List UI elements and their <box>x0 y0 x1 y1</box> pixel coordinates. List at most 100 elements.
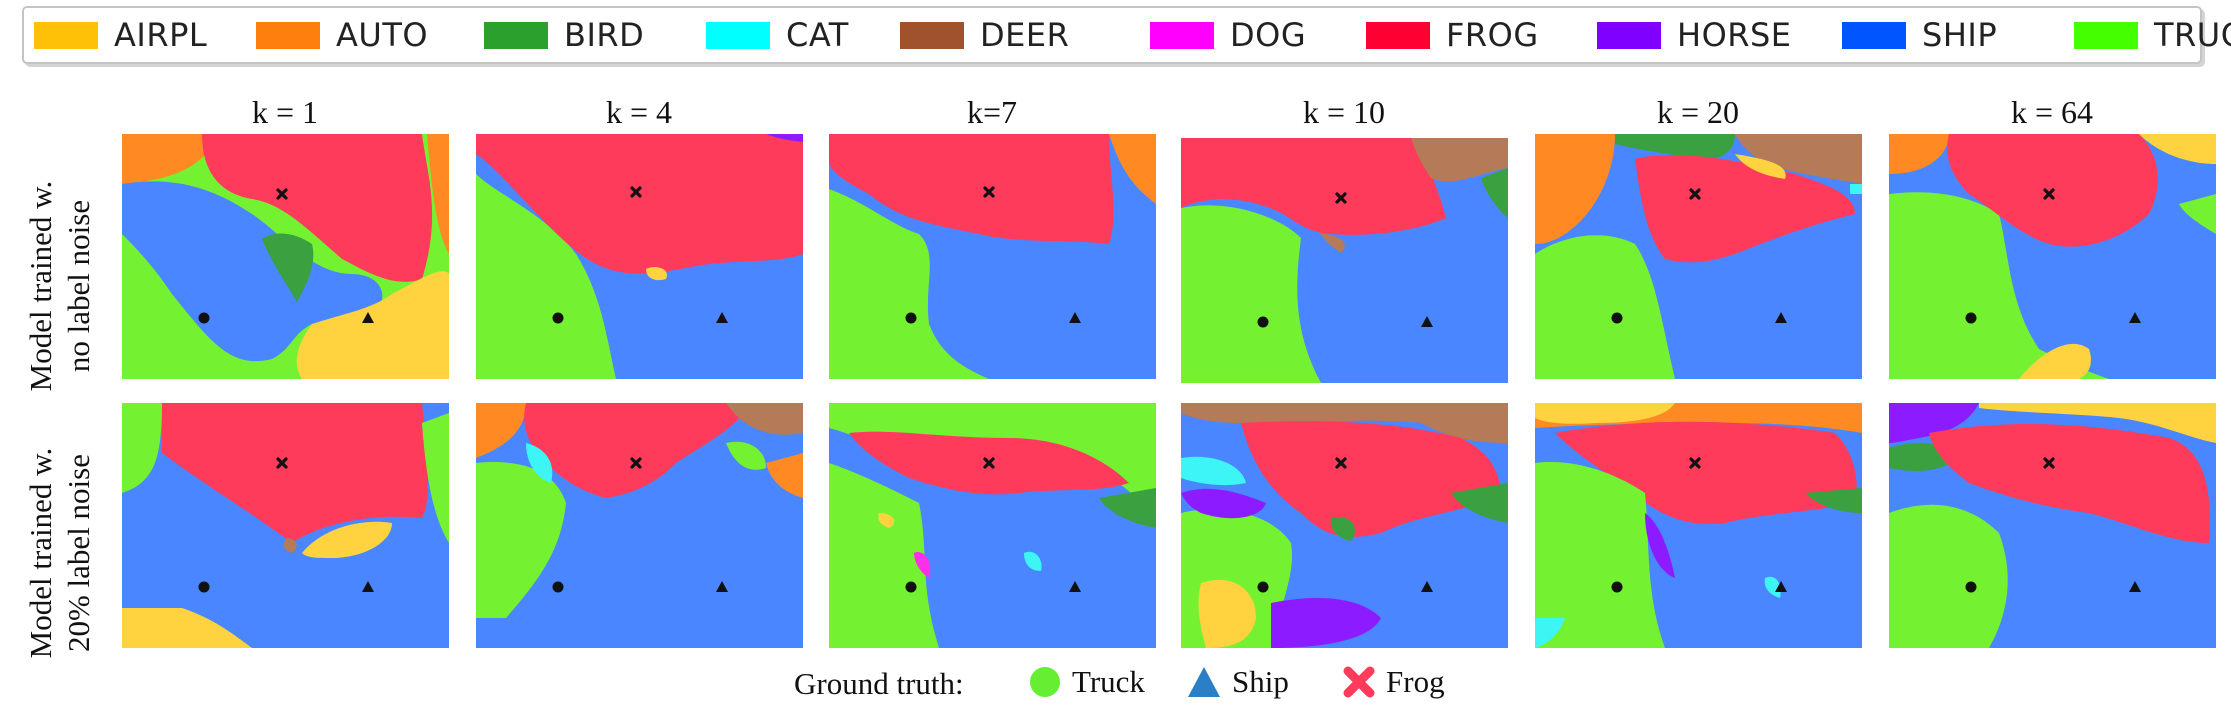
region-truck <box>1535 235 1675 379</box>
region-truck <box>829 463 939 648</box>
column-title: k = 20 <box>1656 94 1740 130</box>
legend-swatch <box>2074 21 2138 49</box>
frog-marker <box>2043 457 2055 469</box>
truck-marker <box>905 581 917 593</box>
frog-marker <box>1689 457 1701 469</box>
region-frog <box>162 403 428 543</box>
region-deer <box>726 403 803 435</box>
region-frog <box>202 134 433 282</box>
legend-swatch <box>706 21 770 49</box>
region-auto <box>1889 134 1949 174</box>
ground-truth-frog-label: Frog <box>1386 664 1445 699</box>
region-auto <box>1109 134 1156 204</box>
ground-truth-ship-label: Ship <box>1232 664 1289 699</box>
ground-truth-truck: Truck <box>1028 664 1145 700</box>
legend-item-ship: SHIP <box>1842 8 1997 62</box>
region-deer <box>1321 233 1345 253</box>
region-horse <box>766 134 803 142</box>
frog-marker <box>983 186 995 198</box>
frog-marker <box>276 457 288 469</box>
region-truck <box>2179 194 2216 234</box>
row-label-no-noise: Model trained w. no label noise <box>22 166 98 406</box>
region-cat <box>526 443 553 483</box>
region-bird <box>1451 483 1508 523</box>
legend-label: TRUCK <box>2154 16 2231 54</box>
column-title: k = 10 <box>1302 94 1386 130</box>
region-truck <box>829 403 1156 513</box>
region-frog <box>476 134 803 274</box>
ship-marker <box>1421 581 1433 592</box>
legend-item-auto: AUTO <box>256 8 428 62</box>
decision-region-panel <box>1535 403 1862 648</box>
region-frog <box>829 134 1114 244</box>
legend-item-bird: BIRD <box>484 8 644 62</box>
region-truck <box>422 413 449 543</box>
region-truck <box>1889 504 2008 648</box>
legend-swatch <box>1366 21 1430 49</box>
ship-marker <box>362 312 374 323</box>
legend-swatch <box>34 21 98 49</box>
ship-marker <box>1069 312 1081 323</box>
region-auto <box>427 134 449 254</box>
triangle-marker-icon <box>1188 667 1220 697</box>
region-truck <box>476 462 566 618</box>
decision-region-panel <box>829 403 1156 648</box>
frog-marker <box>1335 457 1347 469</box>
legend-item-airpl: AIRPL <box>34 8 207 62</box>
region-frog <box>1181 138 1446 235</box>
region-truck <box>829 189 989 379</box>
region-auto <box>122 134 222 184</box>
region-horse <box>1889 403 1979 443</box>
row-label-line2: 20% label noise <box>61 454 96 653</box>
legend-swatch <box>484 21 548 49</box>
region-deer <box>283 538 297 553</box>
region-deer <box>1735 134 1862 184</box>
ship-marker <box>1069 581 1081 592</box>
decision-region-map <box>122 403 449 648</box>
region-auto <box>476 403 526 458</box>
decision-region-map <box>1889 134 2216 379</box>
frog-marker <box>1335 192 1347 204</box>
row-label-line2: no label noise <box>61 199 96 373</box>
frog-marker <box>2043 188 2055 200</box>
decision-region-map <box>1181 138 1508 383</box>
ship-marker <box>1775 312 1787 323</box>
truck-marker <box>198 312 210 324</box>
region-airpl <box>1198 579 1256 648</box>
column-title: k = 64 <box>2010 94 2094 130</box>
region-airpl <box>2179 403 2216 428</box>
legend-label: DEER <box>980 16 1070 54</box>
ship-marker <box>716 581 728 592</box>
region-truck <box>122 403 162 493</box>
legend-label: SHIP <box>1922 16 1998 54</box>
region-cat <box>1024 551 1042 571</box>
legend-swatch <box>1150 21 1214 49</box>
decision-region-panel <box>1889 134 2216 379</box>
region-airpl <box>1735 154 1786 179</box>
region-airpl <box>2019 343 2091 379</box>
legend-item-horse: HORSE <box>1597 8 1792 62</box>
decision-region-panel <box>122 403 449 648</box>
truck-marker <box>1611 581 1623 593</box>
region-deer <box>1181 403 1508 443</box>
region-airpl <box>302 521 392 558</box>
region-horse <box>1271 598 1381 648</box>
frog-marker <box>1689 188 1701 200</box>
decision-region-panel <box>1181 403 1508 648</box>
region-airpl <box>1535 403 1675 424</box>
region-airpl <box>1979 403 2216 443</box>
legend-swatch <box>1842 21 1906 49</box>
truck-marker <box>905 312 917 324</box>
legend-item-truck: TRUCK <box>2074 8 2231 62</box>
truck-marker <box>1257 581 1269 593</box>
region-frog <box>1635 154 1855 263</box>
ground-truth-ship: Ship <box>1186 664 1289 700</box>
region-truck <box>1535 462 1665 648</box>
decision-region-map <box>829 403 1156 648</box>
region-airpl <box>296 271 449 379</box>
legend-item-dog: DOG <box>1150 8 1306 62</box>
region-truck <box>1181 205 1321 383</box>
ship-marker <box>1775 581 1787 592</box>
decision-region-panel <box>1181 138 1508 383</box>
frog-marker <box>276 188 288 200</box>
